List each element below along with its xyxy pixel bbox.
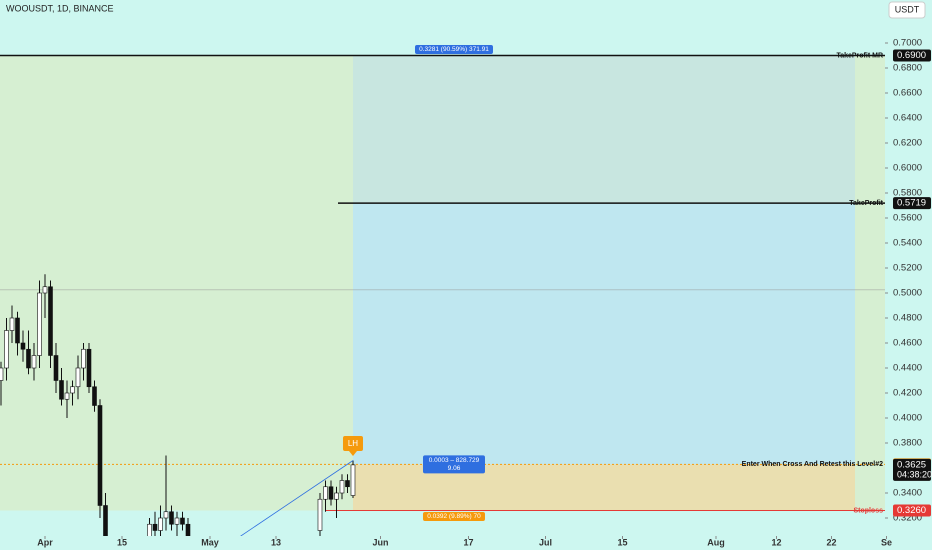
time-axis <box>0 536 932 550</box>
y-tick-label: 0.4000 <box>893 413 922 424</box>
currency-button[interactable] <box>888 1 926 19</box>
level-price-box <box>893 504 931 517</box>
countdown: 04:38:20 <box>897 469 932 479</box>
x-tick-label: May <box>201 537 219 547</box>
candle-body <box>26 348 31 369</box>
y-tick-label: 0.6400 <box>893 113 922 124</box>
y-tick-label: 0.3200 <box>893 513 922 524</box>
candle-body <box>97 405 103 506</box>
candle-body <box>147 523 152 536</box>
y-tick-label: 0.3400 <box>893 488 922 499</box>
y-tick-label: 0.5800 <box>893 188 922 199</box>
y-tick-label: 0.6000 <box>893 163 922 174</box>
level-price: 0.6900 <box>897 50 926 61</box>
target-label: 0.3281 (90.59%) 371.91 <box>419 46 489 53</box>
candle-body <box>48 286 53 356</box>
candle-body <box>42 286 48 294</box>
x-tick-label: 22 <box>826 537 836 547</box>
x-tick-label: 15 <box>617 537 627 547</box>
candle-body <box>174 517 180 525</box>
y-tick-label: 0.5600 <box>893 213 922 224</box>
y-tick-label: 0.5400 <box>893 238 922 249</box>
candle-body <box>81 348 86 369</box>
level-name: TakeProfit MR <box>836 52 883 59</box>
entry-label: 0.0003 – 828.729 <box>429 457 480 464</box>
y-tick-label: 0.3800 <box>893 438 922 449</box>
position-label-box <box>422 455 485 474</box>
annotation: LH <box>348 439 358 448</box>
candle-body <box>37 292 42 356</box>
candle-body <box>169 511 174 525</box>
y-tick-label: 0.5200 <box>893 263 922 274</box>
level-price: 0.3260 <box>897 505 926 516</box>
y-tick-label: 0.6800 <box>893 63 922 74</box>
candle-body <box>64 392 70 400</box>
last-price-box <box>893 458 931 481</box>
candle-body <box>31 355 37 369</box>
y-tick-label: 0.5000 <box>893 288 922 299</box>
level-price: 0.5719 <box>897 198 926 209</box>
candle-body <box>86 348 92 388</box>
x-tick-label: Apr <box>37 537 53 547</box>
x-tick-label: 15 <box>117 537 127 547</box>
candle-body <box>20 342 26 350</box>
candle-body <box>317 498 323 531</box>
candle-body <box>323 486 328 500</box>
candle-body <box>328 486 334 500</box>
y-tick-label: 0.6600 <box>893 88 922 99</box>
trend-line <box>240 460 354 536</box>
level-price-box <box>893 49 931 62</box>
y-tick-label: 0.4200 <box>893 388 922 399</box>
candle-body <box>158 517 163 531</box>
candle-body <box>0 367 4 381</box>
chart-title: WOOUSDT, 1D, BINANCE <box>6 3 114 13</box>
candle-body <box>15 317 20 344</box>
candle-body <box>345 480 350 488</box>
y-tick-label: 0.4800 <box>893 313 922 324</box>
candle-body <box>185 523 191 536</box>
x-tick-label: Aug <box>707 537 725 547</box>
x-tick-label: Jun <box>372 537 388 547</box>
candle-body <box>334 492 339 500</box>
candle-body <box>59 380 64 400</box>
level-name: Stoploss <box>853 507 883 514</box>
last-price: 0.3625 <box>897 459 926 470</box>
position-label-box <box>422 512 485 521</box>
candle-body <box>4 330 9 369</box>
level-price-box <box>893 197 931 210</box>
annotation-pointer <box>348 451 357 456</box>
x-tick-label: 12 <box>771 537 781 547</box>
currency-label: USDT <box>895 4 920 14</box>
candle-body <box>92 386 97 406</box>
y-tick-label: 0.7000 <box>893 38 922 49</box>
x-tick-label: Jul <box>539 537 552 547</box>
level-name: TakeProfit <box>849 200 883 207</box>
y-tick-label: 0.4400 <box>893 363 922 374</box>
annotation-box <box>342 436 363 451</box>
x-tick-label: 13 <box>271 537 281 547</box>
price-axis <box>885 0 932 550</box>
candle-body <box>70 386 75 394</box>
x-tick-label: Se <box>881 537 892 547</box>
y-tick-label: 0.6200 <box>893 138 922 149</box>
candle-body <box>9 317 15 331</box>
position-label-box <box>414 45 493 54</box>
profit-zone-lower <box>352 203 855 465</box>
x-tick-label: 17 <box>463 537 473 547</box>
candle-body <box>180 517 185 525</box>
entry-sub-label: 9.06 <box>448 465 461 472</box>
candle-body <box>103 505 108 536</box>
candle-body <box>75 367 81 388</box>
candle-body <box>152 523 158 531</box>
candle-body <box>350 464 356 496</box>
level-name: Enter When Cross And Retest this Level#2 <box>742 461 883 468</box>
y-tick-label: 0.4600 <box>893 338 922 349</box>
candle-body <box>339 480 345 494</box>
candle-body <box>163 511 169 519</box>
stop-label: 0.0392 (9.89%) 70 <box>427 513 481 520</box>
candle-body <box>53 355 59 381</box>
